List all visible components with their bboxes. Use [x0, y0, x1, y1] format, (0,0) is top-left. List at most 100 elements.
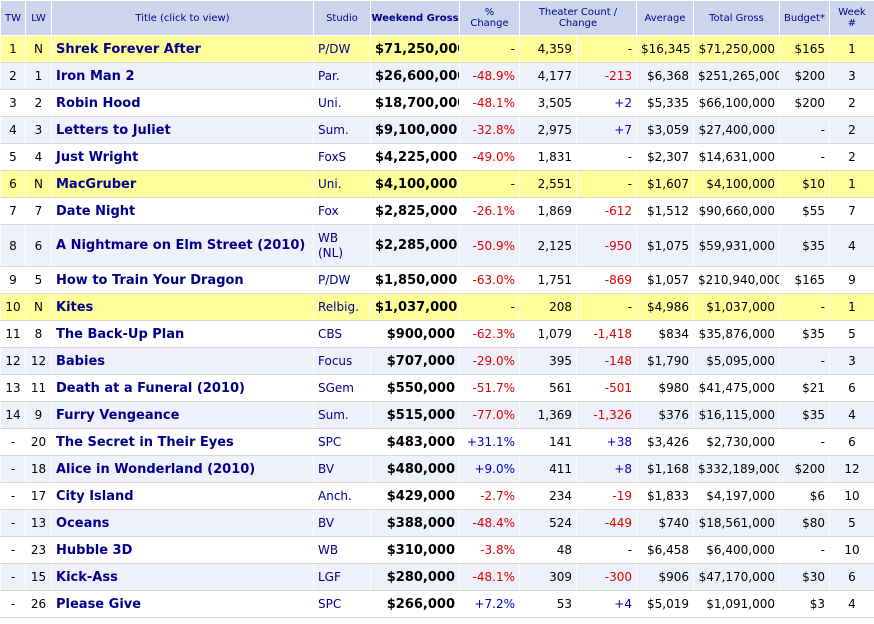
total-gross: $14,631,000 — [693, 143, 780, 171]
header-tw-label: TW — [5, 12, 21, 24]
rank-last-week: 12 — [25, 347, 52, 375]
movie-title-link[interactable]: Babies — [51, 347, 314, 375]
rank-this-week: - — [0, 482, 26, 510]
weekend-gross: $266,000 — [370, 590, 460, 618]
table-row: 13 11 Death at a Funeral (2010) SGem $550,00… — [0, 374, 874, 402]
movie-title-link[interactable]: Alice in Wonderland (2010) — [51, 455, 314, 483]
budget: $35 — [779, 224, 830, 267]
studio-name: BV — [313, 509, 371, 537]
theater-count: 208 — [519, 293, 577, 321]
total-gross: $5,095,000 — [693, 347, 780, 375]
rank-this-week: 8 — [0, 224, 26, 267]
average-per-theater: $3,059 — [636, 116, 694, 144]
movie-title-link[interactable]: Kites — [51, 293, 314, 321]
budget: $80 — [779, 509, 830, 537]
budget: $10 — [779, 170, 830, 198]
budget: $30 — [779, 563, 830, 591]
movie-title-link[interactable]: Hubble 3D — [51, 536, 314, 564]
budget: $200 — [779, 89, 830, 117]
table-row: 9 5 How to Train Your Dragon P/DW $1,850,000… — [0, 266, 874, 294]
average-per-theater: $1,833 — [636, 482, 694, 510]
week-number: 6 — [829, 428, 874, 456]
movie-title-link[interactable]: Death at a Funeral (2010) — [51, 374, 314, 402]
movie-title-link[interactable]: Date Night — [51, 197, 314, 225]
movie-title-link[interactable]: Letters to Juliet — [51, 116, 314, 144]
movie-title-link[interactable]: Robin Hood — [51, 89, 314, 117]
movie-title-link[interactable]: Kick-Ass — [51, 563, 314, 591]
rank-last-week: 9 — [25, 401, 52, 429]
studio-name: Uni. — [313, 170, 371, 198]
movie-title-link[interactable]: Furry Vengeance — [51, 401, 314, 429]
rank-this-week: 2 — [0, 62, 26, 90]
theater-count: 234 — [519, 482, 577, 510]
movie-title-link[interactable]: Please Give — [51, 590, 314, 618]
header-average[interactable]: Average — [636, 0, 694, 36]
studio-name: FoxS — [313, 143, 371, 171]
header-title[interactable]: Title (click to view) — [51, 0, 314, 36]
studio-name: Par. — [313, 62, 371, 90]
budget: - — [779, 347, 830, 375]
rank-last-week: 3 — [25, 116, 52, 144]
rank-last-week: 17 — [25, 482, 52, 510]
percent-change: -29.0% — [459, 347, 520, 375]
average-per-theater: $980 — [636, 374, 694, 402]
studio-name: Focus — [313, 347, 371, 375]
header-budget-label: Budget* — [784, 12, 825, 24]
studio-name: CBS — [313, 320, 371, 348]
theater-change: +8 — [576, 455, 637, 483]
weekend-gross: $4,100,000 — [370, 170, 460, 198]
movie-title-link[interactable]: The Secret in Their Eyes — [51, 428, 314, 456]
header-theater-count[interactable]: Theater Count / Change — [519, 0, 637, 36]
header-pct-change[interactable]: % Change — [459, 0, 520, 36]
percent-change: - — [459, 170, 520, 198]
theater-count: 1,869 — [519, 197, 577, 225]
budget: - — [779, 116, 830, 144]
movie-title-link[interactable]: City Island — [51, 482, 314, 510]
header-tw[interactable]: TW — [0, 0, 26, 36]
studio-name: Sum. — [313, 116, 371, 144]
movie-title-link[interactable]: Just Wright — [51, 143, 314, 171]
weekend-gross: $310,000 — [370, 536, 460, 564]
header-studio[interactable]: Studio — [313, 0, 371, 36]
movie-title-link[interactable]: How to Train Your Dragon — [51, 266, 314, 294]
rank-this-week: 10 — [0, 293, 26, 321]
movie-title-link[interactable]: Shrek Forever After — [51, 35, 314, 63]
header-average-label: Average — [644, 12, 686, 24]
studio-name: P/DW — [313, 266, 371, 294]
week-number: 9 — [829, 266, 874, 294]
budget: - — [779, 143, 830, 171]
average-per-theater: $834 — [636, 320, 694, 348]
header-week[interactable]: Week # — [829, 0, 874, 36]
studio-name: LGF — [313, 563, 371, 591]
rank-last-week: 5 — [25, 266, 52, 294]
movie-title-link[interactable]: The Back-Up Plan — [51, 320, 314, 348]
movie-title-link[interactable]: MacGruber — [51, 170, 314, 198]
theater-count: 1,079 — [519, 320, 577, 348]
header-week-label-1: Week — [838, 7, 866, 18]
rank-this-week: 14 — [0, 401, 26, 429]
weekend-gross: $71,250,000 — [370, 35, 460, 63]
movie-title-link[interactable]: A Nightmare on Elm Street (2010) — [51, 224, 314, 267]
header-weekend-gross[interactable]: Weekend Gross — [370, 0, 460, 36]
theater-count: 2,551 — [519, 170, 577, 198]
week-number: 10 — [829, 536, 874, 564]
header-total-gross[interactable]: Total Gross — [693, 0, 780, 36]
rank-last-week: 23 — [25, 536, 52, 564]
weekend-gross: $429,000 — [370, 482, 460, 510]
percent-change: -48.1% — [459, 89, 520, 117]
movie-title-link[interactable]: Oceans — [51, 509, 314, 537]
header-studio-label: Studio — [326, 12, 358, 24]
rank-this-week: 12 — [0, 347, 26, 375]
percent-change: +7.2% — [459, 590, 520, 618]
theater-count: 4,359 — [519, 35, 577, 63]
theater-count: 411 — [519, 455, 577, 483]
average-per-theater: $1,075 — [636, 224, 694, 267]
movie-title-link[interactable]: Iron Man 2 — [51, 62, 314, 90]
weekend-gross: $2,285,000 — [370, 224, 460, 267]
header-lw[interactable]: LW — [25, 0, 52, 36]
table-row: 1 N Shrek Forever After P/DW $71,250,000-4,3… — [0, 35, 874, 63]
table-row: -15 Kick-Ass LGF $280,000 -48.1% 309 -300 $906 $… — [0, 563, 874, 591]
header-budget[interactable]: Budget* — [779, 0, 830, 36]
total-gross: $41,475,000 — [693, 374, 780, 402]
